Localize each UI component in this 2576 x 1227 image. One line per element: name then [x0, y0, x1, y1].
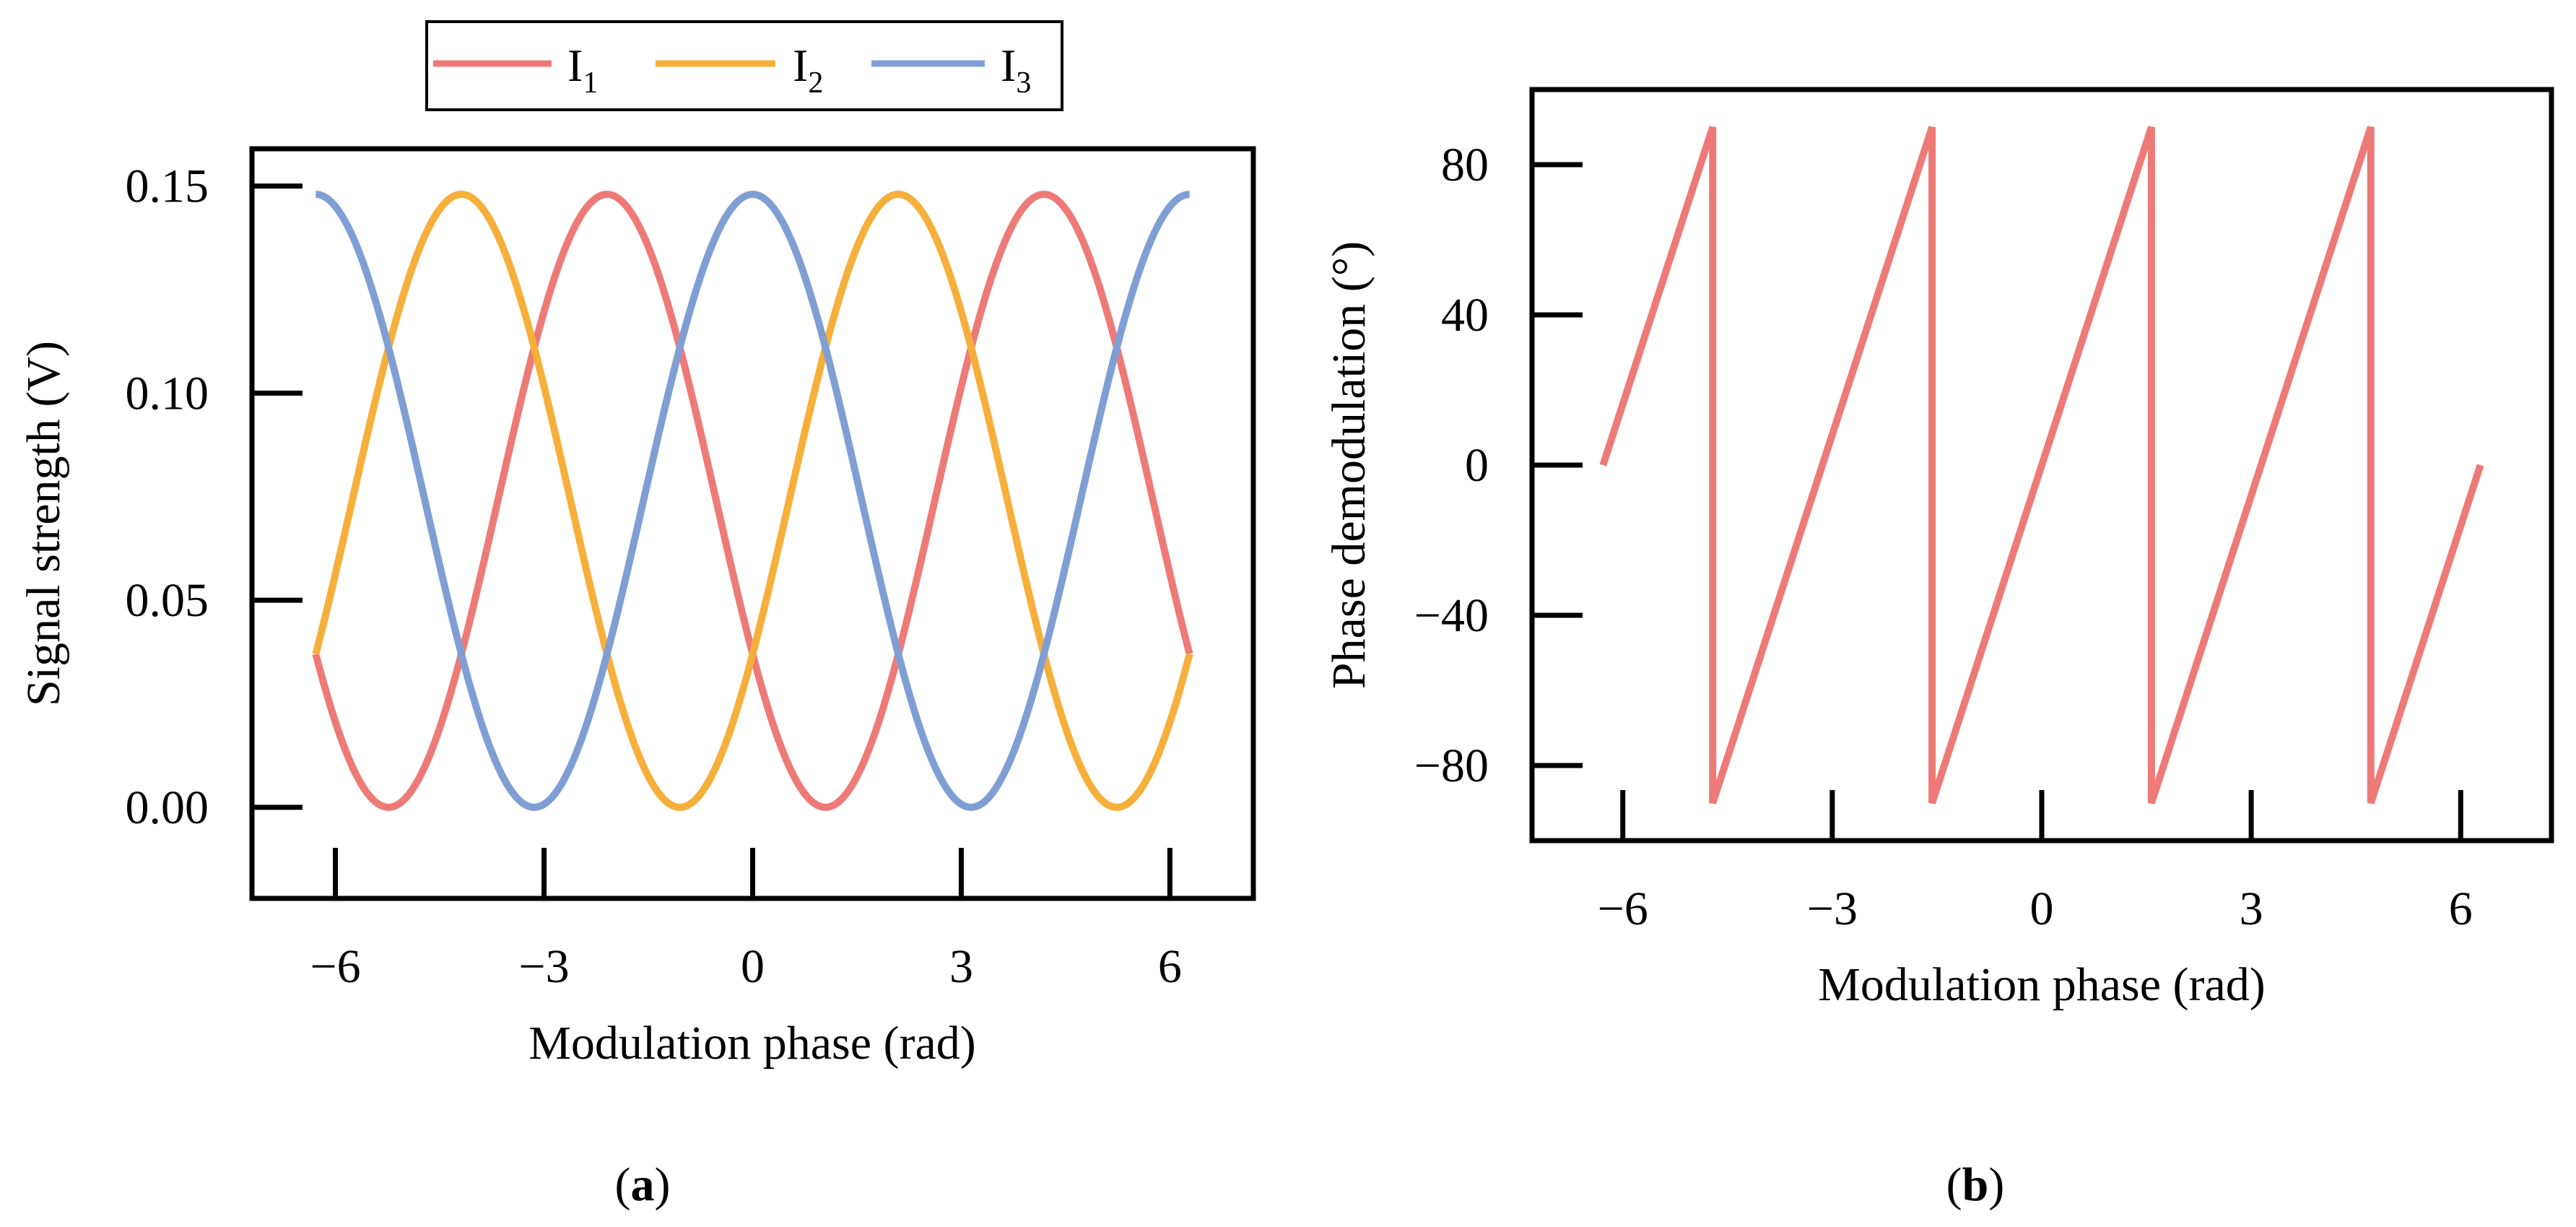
panel-a-caption: (a): [615, 1158, 671, 1211]
panel-b-ylabel: Phase demodulation (°): [1323, 241, 1375, 689]
legend-label-i3-base: I: [1001, 40, 1016, 91]
legend-entry-i1: I1: [433, 40, 598, 100]
panel-a-ytick-label: 0.00: [126, 781, 209, 834]
legend-label-i3: I3: [1001, 40, 1031, 100]
panel-a-xtick-label: 6: [1158, 940, 1182, 993]
panel-b-xtick-label: −3: [1807, 883, 1858, 935]
panel-b-xlabel: Modulation phase (rad): [1818, 958, 2266, 1011]
legend-label-i3-sub: 3: [1016, 66, 1031, 100]
panel-b-xtick-label: 0: [2030, 883, 2054, 935]
legend-label-i1-base: I: [567, 40, 583, 91]
panel-b-ytick-label: 40: [1441, 289, 1489, 342]
panel-a-xticks: −6 −3 0 3 6: [310, 848, 1182, 993]
panel-a-xtick-label: −3: [518, 940, 569, 993]
legend-label-i2: I2: [793, 40, 823, 100]
panel-b-xtick-label: 6: [2449, 883, 2473, 935]
panel-b-ytick-label: 0: [1465, 439, 1489, 492]
panel-b-yticks: −80 −40 0 40 80: [1414, 139, 1583, 792]
legend-label-i1-sub: 1: [583, 66, 598, 100]
panel-a-xtick-label: 0: [741, 940, 765, 993]
panel-b-xticks: −6 −3 0 3 6: [1598, 790, 2473, 935]
legend-label-i2-sub: 2: [808, 66, 823, 100]
panel-a-ytick-label: 0.10: [126, 367, 209, 420]
panel-b: −80 −40 0 40 80 −6 −3 0 3 6 Modulation phase (ra…: [1323, 87, 2554, 1211]
panel-a-series: [312, 191, 1193, 811]
legend-entry-i2: I2: [656, 40, 823, 100]
panel-a-xlabel: Modulation phase (rad): [528, 1017, 976, 1070]
panel-a-axes-frame: [249, 146, 1256, 901]
panel-a-ylabel: Signal strength (V): [17, 341, 70, 706]
panel-b-series: [1599, 126, 2484, 805]
panel-a-yticks: 0.00 0.05 0.10 0.15: [126, 160, 303, 834]
panel-b-ytick-label: −40: [1414, 589, 1489, 642]
legend-entry-i3: I3: [871, 40, 1031, 100]
panel-b-xtick-label: 3: [2240, 883, 2263, 935]
series-line-i3: [313, 191, 1192, 811]
legend-label-i1: I1: [567, 40, 598, 100]
panel-b-caption: (b): [1946, 1158, 2005, 1211]
panel-b-xtick-label: −6: [1598, 883, 1648, 935]
panel-a-xtick-label: −6: [310, 940, 360, 993]
panel-b-ytick-label: 80: [1441, 139, 1489, 191]
panel-a-xtick-label: 3: [949, 940, 973, 993]
legend-label-i2-base: I: [793, 40, 808, 91]
panel-b-ytick-label: −80: [1414, 740, 1489, 792]
panel-a-ytick-label: 0.05: [126, 574, 209, 627]
panel-a: 0.00 0.05 0.10 0.15 −6 −3 0 3 6 Modulation phas…: [17, 20, 1256, 1211]
legend: I1 I2 I3: [425, 20, 1063, 111]
series-line-phase-demodulation: [1599, 126, 2484, 805]
panel-a-ytick-label: 0.15: [126, 160, 209, 213]
